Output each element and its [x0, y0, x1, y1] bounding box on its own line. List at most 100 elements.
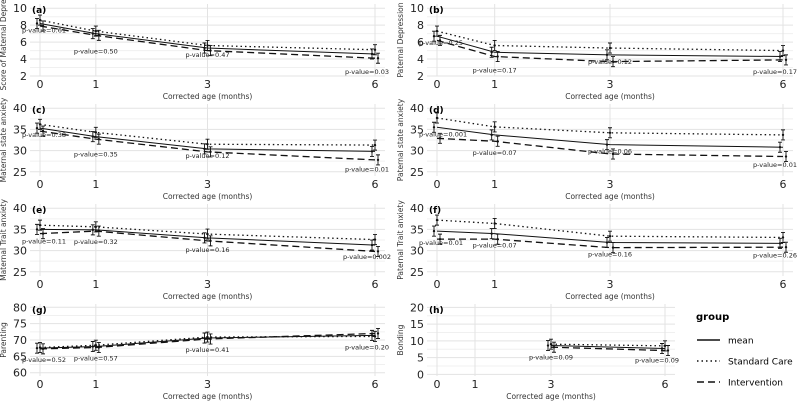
series-line-mean: [39, 127, 376, 152]
y-tick-label: 25: [410, 166, 424, 179]
y-tick-label: 10: [13, 2, 27, 15]
p-value-annotation: p-value=0.01: [345, 165, 389, 173]
x-tick-label: 6: [372, 78, 379, 91]
data-point-standard-care: [38, 223, 42, 227]
panel-d: 25 30 35 40 0 1 3 6 Corrected age (months) Patern…: [396, 98, 797, 201]
data-point-standard-care: [373, 238, 377, 241]
y-tick-label: 30: [13, 145, 27, 158]
data-point-intervention: [41, 129, 45, 133]
series-line-intervention: [550, 346, 666, 352]
data-point-intervention: [784, 58, 788, 62]
panel-label: (g): [32, 306, 47, 316]
y-tick-label: 35: [13, 123, 27, 136]
data-point-standard-care: [94, 131, 98, 134]
p-value-annotation: p-value=0.61: [22, 26, 66, 34]
data-point-mean: [490, 232, 493, 235]
data-point-mean: [432, 229, 436, 233]
x-axis-label: Corrected age (months): [163, 92, 253, 101]
data-point-mean: [35, 346, 39, 350]
data-point-mean: [490, 133, 493, 137]
series-line-standard-care: [436, 30, 784, 52]
data-point-standard-care: [94, 225, 98, 229]
p-value-annotation: p-value=0.09: [529, 354, 573, 362]
data-point-mean: [35, 22, 39, 25]
x-tick-label: 3: [204, 378, 211, 391]
y-tick-label: 8: [20, 19, 27, 32]
data-point-intervention: [438, 39, 442, 42]
series-line-standard-care: [39, 123, 376, 146]
data-point-mean: [778, 146, 782, 149]
data-point-intervention: [611, 152, 615, 156]
p-value-annotation: p-value=0.26: [753, 251, 797, 259]
data-point-standard-care: [94, 344, 98, 347]
x-tick-label: 6: [372, 178, 379, 191]
panel-label: (d): [429, 106, 444, 116]
data-point-intervention: [611, 60, 615, 63]
data-point-intervention: [97, 229, 101, 233]
y-tick-label: 15: [410, 318, 424, 331]
y-tick-label: 0: [417, 368, 424, 381]
x-tick-label: 1: [491, 78, 498, 91]
data-point-mean: [778, 55, 782, 58]
x-tick-label: 0: [37, 378, 44, 391]
panel-label: (a): [32, 6, 46, 16]
x-tick-label: 0: [37, 78, 44, 91]
p-value-annotation: p-value=0.25: [419, 39, 463, 47]
x-tick-label: 1: [92, 378, 99, 391]
data-point-mean: [370, 334, 374, 337]
panel-e: 25 30 35 40 0 1 3 6 Corrected age (months) Matern…: [0, 199, 391, 301]
data-point-intervention: [496, 55, 499, 58]
y-tick-label: 30: [410, 245, 424, 258]
x-tick-label: 1: [472, 378, 479, 391]
x-tick-label: 6: [780, 78, 787, 91]
y-axis-label: Bonding: [396, 324, 405, 355]
data-point-standard-care: [493, 125, 496, 129]
data-point-standard-care: [206, 44, 209, 47]
p-value-annotation: p-value=0.17: [473, 66, 517, 74]
series-line-intervention: [437, 238, 784, 249]
data-point-intervention: [41, 347, 45, 351]
data-point-mean: [605, 53, 609, 57]
y-tick-label: 80: [13, 301, 27, 314]
p-value-annotation: p-value=0.12: [186, 152, 230, 160]
p-value-annotation: p-value=0.03: [345, 68, 389, 76]
x-tick-label: 1: [92, 178, 99, 191]
legend-label-intervention: Intervention: [728, 379, 783, 389]
y-tick-label: 70: [13, 334, 27, 347]
data-point-standard-care: [608, 234, 612, 238]
data-point-intervention: [784, 246, 788, 249]
data-point-intervention: [784, 155, 788, 158]
x-axis-label: Corrected age (months): [163, 192, 253, 201]
data-point-standard-care: [608, 131, 612, 134]
y-tick-label: 8: [417, 19, 424, 32]
x-tick-label: 3: [607, 178, 614, 191]
data-point-standard-care: [493, 222, 496, 225]
data-point-mean: [91, 345, 95, 348]
legend-label-standard-care: Standard Care: [728, 358, 793, 368]
series-line-mean: [39, 334, 376, 349]
x-tick-label: 0: [434, 78, 441, 91]
p-value-annotation: p-value=0.06: [588, 148, 632, 156]
data-point-standard-care: [373, 48, 377, 51]
data-point-intervention: [438, 137, 442, 140]
x-tick-label: 0: [434, 278, 441, 291]
data-point-mean: [35, 228, 39, 231]
series-line-standard-care: [39, 224, 376, 241]
data-point-standard-care: [435, 29, 439, 33]
x-tick-label: 0: [37, 278, 44, 291]
data-point-intervention: [666, 349, 670, 352]
data-point-mean: [605, 143, 609, 146]
y-tick-label: 75: [13, 318, 27, 331]
legend: group mean Standard Care Intervention: [696, 312, 793, 389]
panel-label: (c): [32, 106, 46, 116]
y-axis-label: Maternal state anxiety: [0, 97, 8, 182]
data-point-intervention: [41, 232, 45, 235]
p-value-annotation: p-value=0.47: [186, 51, 230, 59]
data-point-standard-care: [373, 335, 377, 338]
data-point-mean: [605, 241, 609, 244]
data-point-intervention: [209, 239, 212, 243]
series-line-mean: [436, 35, 784, 58]
series-line-mean: [39, 22, 376, 55]
y-tick-label: 25: [13, 266, 27, 279]
